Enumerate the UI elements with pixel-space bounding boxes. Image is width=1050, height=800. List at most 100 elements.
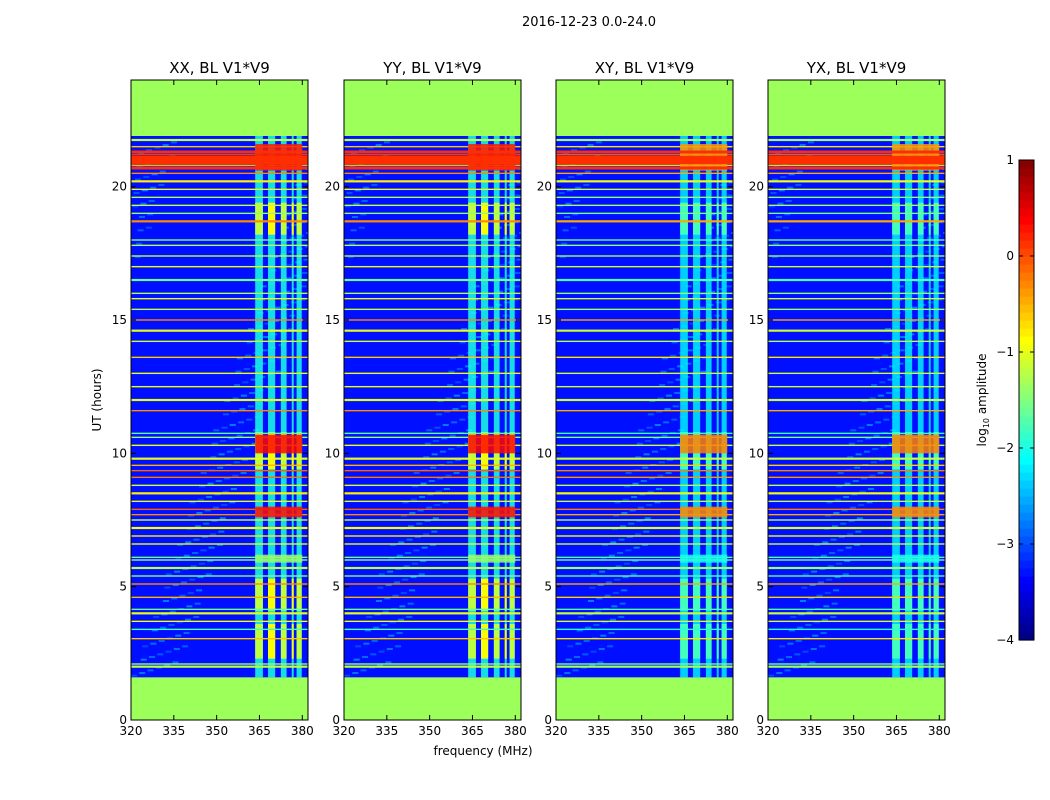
rfi-line <box>344 340 521 343</box>
noise-speck <box>213 429 220 432</box>
noise-speck <box>158 640 165 642</box>
flagged-region <box>344 80 521 136</box>
noise-speck <box>159 170 166 173</box>
noise-speck <box>788 629 795 632</box>
noise-speck <box>795 184 802 186</box>
colorbar-segment <box>1019 504 1034 513</box>
flagged-region <box>768 80 945 136</box>
rfi-block <box>255 506 303 518</box>
noise-speck <box>585 626 592 629</box>
noise-speck <box>150 642 157 645</box>
noise-speck <box>388 634 395 637</box>
noise-speck <box>366 616 373 618</box>
noise-speck <box>176 621 183 624</box>
rfi-line <box>556 372 733 375</box>
noise-speck <box>504 224 511 226</box>
rfi-column <box>705 136 712 678</box>
noise-speck <box>794 653 801 656</box>
noise-speck <box>206 496 213 498</box>
noise-speck <box>384 597 391 600</box>
noise-speck <box>459 418 466 421</box>
colorbar-segment <box>1019 472 1034 481</box>
noise-speck <box>383 141 390 144</box>
noise-speck <box>572 213 579 216</box>
rfi-line <box>131 161 308 165</box>
noise-speck <box>573 656 580 658</box>
noise-speck <box>361 656 368 658</box>
rfi-burst <box>255 624 263 659</box>
noise-speck <box>240 394 247 397</box>
noise-speck <box>222 490 229 493</box>
rfi-line <box>131 356 308 359</box>
noise-speck <box>211 442 218 445</box>
noise-speck <box>604 594 611 597</box>
noise-speck <box>356 176 363 178</box>
noise-speck <box>147 213 154 216</box>
noise-speck <box>488 370 495 373</box>
colorbar-segment <box>1019 632 1034 641</box>
noise-speck <box>231 410 238 413</box>
rfi-line <box>768 620 945 623</box>
rfi-burst <box>504 578 507 611</box>
noise-speck <box>215 480 222 482</box>
colorbar: −4 −3 −2 −1 0 1 <box>996 153 1035 647</box>
noise-speck <box>841 509 848 512</box>
rfi-line <box>131 166 308 170</box>
rfi-line <box>768 612 945 615</box>
colorbar-segment <box>1019 616 1034 625</box>
rfi-line <box>556 398 733 402</box>
noise-speck <box>597 584 604 586</box>
noise-speck <box>811 570 818 573</box>
noise-speck <box>385 661 392 664</box>
rfi-line <box>344 278 521 282</box>
colorbar-segment <box>1019 608 1034 617</box>
noise-speck <box>799 144 806 146</box>
colorbar-segment <box>1019 400 1034 409</box>
noise-speck <box>826 578 833 581</box>
noise-speck <box>407 525 414 528</box>
noise-speck <box>880 445 887 448</box>
rfi-line <box>131 212 308 215</box>
rfi-line <box>556 340 733 343</box>
noise-speck <box>636 442 643 445</box>
colorbar-segment <box>1019 168 1034 177</box>
noise-speck <box>859 413 866 416</box>
x-tick-label: 365 <box>885 724 908 738</box>
noise-speck <box>448 448 455 450</box>
rfi-line <box>344 543 521 545</box>
noise-speck <box>165 573 172 576</box>
noise-speck <box>401 514 408 517</box>
x-tick-label: 320 <box>757 724 780 738</box>
noise-speck <box>417 509 424 512</box>
colorbar-tick-label: 0 <box>1006 249 1014 263</box>
rfi-line <box>344 166 521 170</box>
rfi-line <box>131 575 308 577</box>
rfi-line <box>131 543 308 545</box>
rfi-line <box>768 492 945 495</box>
noise-speck <box>497 290 504 293</box>
noise-speck <box>221 504 228 506</box>
rfi-line <box>768 372 945 375</box>
colorbar-segment <box>1019 384 1034 393</box>
y-tick-label: 15 <box>749 313 764 327</box>
x-tick-label: 365 <box>248 724 271 738</box>
rfi-line <box>131 180 308 183</box>
colorbar-segment <box>1019 448 1034 457</box>
rfi-line <box>768 255 945 257</box>
rfi-line <box>131 292 308 295</box>
noise-speck <box>833 512 840 514</box>
rfi-line <box>768 278 945 282</box>
rfi-line <box>344 150 521 154</box>
rfi-column <box>693 136 701 678</box>
noise-speck <box>460 405 467 408</box>
rfi-burst <box>892 578 900 611</box>
noise-speck <box>676 442 683 445</box>
noise-speck <box>150 186 157 189</box>
noise-speck <box>725 285 732 288</box>
noise-speck <box>424 442 431 445</box>
rfi-line <box>768 583 945 585</box>
rfi-line <box>131 164 308 167</box>
noise-speck <box>778 189 785 192</box>
y-tick-label: 15 <box>537 313 552 327</box>
noise-speck <box>431 453 438 456</box>
